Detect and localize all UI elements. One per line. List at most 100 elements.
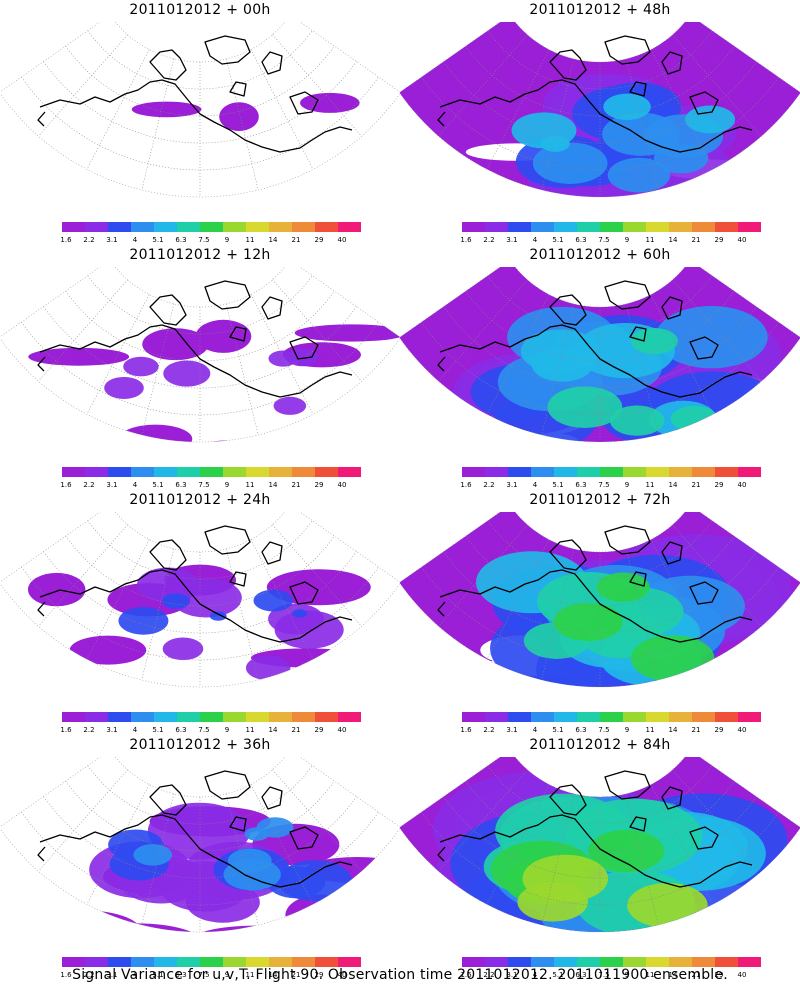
colorbar-tick-label: 11 [245,726,255,734]
colorbar [462,222,761,232]
colorbar-swatch [269,222,292,232]
variance-blob [20,909,141,932]
colorbar-swatch [577,467,600,477]
variance-blob [219,102,259,131]
variance-map [400,267,800,463]
low-variance-gap [471,188,527,197]
colorbar-swatch [315,957,338,967]
colorbar-swatch [462,222,485,232]
panel-title: 2011012012 + 84h [529,737,671,753]
colorbar-swatch [715,712,738,722]
colorbar-swatch [177,712,200,722]
colorbar-swatch [692,957,715,967]
colorbar-swatch [623,712,646,722]
colorbar-swatch [200,222,223,232]
colorbar-swatch [692,712,715,722]
colorbar-swatch [85,712,108,722]
variance-contour [268,350,298,367]
colorbar-swatch [600,712,623,722]
variance-blob [69,635,147,665]
colorbar-tick-label: 21 [291,726,301,734]
colorbar-swatch [177,222,200,232]
colorbar-tick-label: 5.1 [552,481,564,489]
colorbar-swatch [315,467,338,477]
variance-contour [532,142,608,184]
variance-blob [262,919,392,932]
colorbar [62,957,361,967]
variance-blob [200,440,251,442]
variance-contour [630,327,678,355]
variance-contour [123,356,159,377]
variance-contour [607,157,671,193]
colorbar-tick-label: 21 [691,726,701,734]
colorbar-swatch [200,957,223,967]
low-variance-gap [438,441,512,442]
variance-contour [278,860,352,902]
colorbar-swatch [600,467,623,477]
colorbar-tick-label: 11 [245,481,255,489]
colorbar-swatch [292,222,315,232]
colorbar-tick-label: 29 [314,481,324,489]
colorbar-tick-label: 2.2 [483,481,495,489]
colorbar-labels: 1.6 2.2 3.1 4 5.1 6.3 7.5 9 11 14 21 29 40 [60,481,361,491]
low-variance-gap [609,442,653,463]
map-panel-p00: 2011012012 + 00h 1.6 2.2 3.1 4 5.1 6.3 7.5 9 11 14… [0,0,400,245]
colorbar-tick-label: 7.5 [198,726,210,734]
colorbar-swatch [269,957,292,967]
colorbar-tick-label: 21 [291,971,301,979]
colorbar-swatch [669,712,692,722]
colorbar-tick-label: 14 [268,726,278,734]
colorbar-tick-label: 6.3 [175,726,187,734]
colorbar-swatch [338,467,361,477]
colorbar [62,222,361,232]
colorbar-swatch [669,222,692,232]
colorbar-tick-label: 11 [245,236,255,244]
colorbar-tick-label: 7.5 [598,481,610,489]
figure-caption: Signal Variance for u,v,T. Flight 90. Ob… [72,967,728,983]
colorbar-tick-label: 2.2 [83,236,95,244]
colorbar-tick-label: 14 [668,236,678,244]
colorbar [462,712,761,722]
colorbar-tick-label: 5.1 [152,726,164,734]
colorbar-tick-label: 4 [132,236,138,244]
colorbar-tick-label: 6.3 [575,481,587,489]
colorbar-tick-label: 21 [691,236,701,244]
variance-contour [133,844,173,866]
variance-blob [27,572,86,607]
variance-contour [253,589,293,612]
colorbar-tick-label: 7.5 [198,481,210,489]
colorbar-swatch [223,712,246,722]
variance-contour [170,578,242,618]
colorbar-swatch [269,712,292,722]
colorbar-swatch [508,467,531,477]
variance-contour [540,135,570,152]
colorbar-tick-label: 21 [691,481,701,489]
variance-contour [685,105,736,134]
colorbar-tick-label: 3.1 [106,971,118,979]
colorbar-swatch [531,222,554,232]
colorbar-swatch [738,222,761,232]
variance-contour [553,602,623,642]
colorbar-tick-label: 9 [224,726,230,734]
colorbar-tick-label: 1.6 [60,236,72,244]
variance-contour [603,93,651,121]
colorbar-tick-label: 40 [737,971,747,979]
colorbar-swatch [485,222,508,232]
map-boundary [0,267,400,443]
colorbar-tick-label: 40 [337,481,347,489]
colorbar-swatch [508,222,531,232]
colorbar-swatch [577,222,600,232]
colorbar-swatch [531,957,554,967]
colorbar-tick-label: 40 [337,971,347,979]
colorbar-tick-label: 2.2 [483,726,495,734]
colorbar-tick-label: 14 [668,481,678,489]
colorbar-labels: 1.6 2.2 3.1 4 5.1 6.3 7.5 9 11 14 21 29 40 [60,236,361,246]
coastline [37,35,353,153]
colorbar-swatch [154,957,177,967]
colorbar-swatch [554,467,577,477]
coastline [437,280,753,398]
colorbar-tick-label: 5.1 [152,481,164,489]
variance-map [400,757,800,933]
colorbar-swatch [85,222,108,232]
colorbar-tick-label: 40 [737,236,747,244]
